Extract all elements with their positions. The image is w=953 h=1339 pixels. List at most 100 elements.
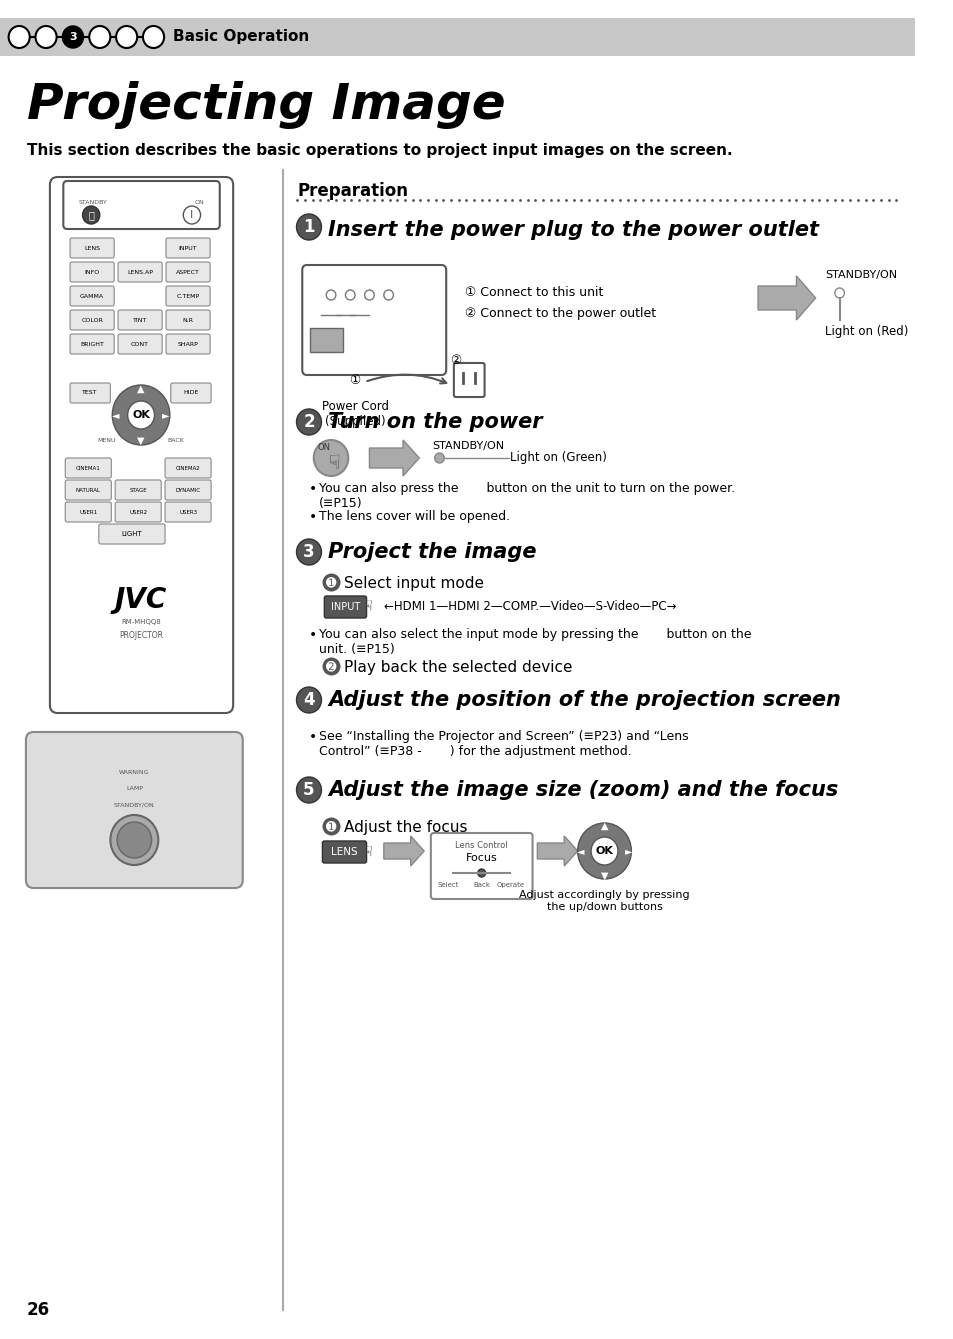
Text: ②: ② bbox=[450, 353, 461, 367]
Text: ►: ► bbox=[624, 846, 632, 856]
FancyBboxPatch shape bbox=[165, 502, 211, 522]
Text: JVC: JVC bbox=[114, 586, 167, 615]
FancyBboxPatch shape bbox=[118, 262, 162, 283]
FancyBboxPatch shape bbox=[70, 383, 111, 403]
Circle shape bbox=[83, 206, 100, 224]
Circle shape bbox=[117, 822, 152, 858]
Text: •: • bbox=[309, 628, 317, 641]
FancyBboxPatch shape bbox=[70, 238, 114, 258]
Text: ▼: ▼ bbox=[600, 870, 608, 881]
Text: I: I bbox=[190, 210, 193, 220]
Text: ①: ① bbox=[349, 374, 360, 387]
Text: This section describes the basic operations to project input images on the scree: This section describes the basic operati… bbox=[27, 142, 732, 158]
Circle shape bbox=[35, 25, 56, 48]
Polygon shape bbox=[383, 836, 424, 866]
Circle shape bbox=[591, 837, 618, 865]
Text: STANDBY/ON: STANDBY/ON bbox=[432, 441, 503, 451]
Text: Back: Back bbox=[473, 882, 490, 888]
Circle shape bbox=[183, 206, 200, 224]
Text: 1: 1 bbox=[303, 218, 314, 236]
FancyBboxPatch shape bbox=[322, 841, 366, 864]
Text: ON: ON bbox=[194, 201, 204, 205]
Circle shape bbox=[296, 540, 321, 565]
Circle shape bbox=[314, 441, 348, 475]
Text: 5: 5 bbox=[303, 781, 314, 799]
Text: CONT: CONT bbox=[131, 341, 149, 347]
Text: ON: ON bbox=[317, 443, 331, 453]
Text: Light on (Red): Light on (Red) bbox=[824, 325, 907, 337]
Text: ➊: ➊ bbox=[326, 576, 336, 589]
Text: TINT: TINT bbox=[132, 317, 147, 323]
Polygon shape bbox=[537, 836, 578, 866]
Text: LENS: LENS bbox=[84, 245, 100, 250]
FancyBboxPatch shape bbox=[166, 238, 210, 258]
Text: Power Cord
(Supplied): Power Cord (Supplied) bbox=[321, 400, 388, 428]
Text: ←HDMI 1—HDMI 2—COMP.—Video—S-Video—PC→: ←HDMI 1—HDMI 2—COMP.—Video—S-Video—PC→ bbox=[383, 600, 676, 613]
FancyBboxPatch shape bbox=[166, 262, 210, 283]
Text: GAMMA: GAMMA bbox=[80, 293, 104, 299]
FancyBboxPatch shape bbox=[302, 265, 446, 375]
Text: Basic Operation: Basic Operation bbox=[172, 29, 309, 44]
Text: Turn on the power: Turn on the power bbox=[328, 412, 542, 432]
Text: PROJECTOR: PROJECTOR bbox=[119, 631, 163, 640]
Circle shape bbox=[435, 453, 444, 463]
Circle shape bbox=[477, 869, 485, 877]
Text: Lens Control: Lens Control bbox=[455, 841, 508, 850]
Circle shape bbox=[296, 408, 321, 435]
FancyBboxPatch shape bbox=[65, 458, 112, 478]
Circle shape bbox=[111, 815, 158, 865]
Text: 3: 3 bbox=[303, 544, 314, 561]
Text: ASPECT: ASPECT bbox=[176, 269, 200, 274]
Circle shape bbox=[296, 777, 321, 803]
Text: STANDBY/ON: STANDBY/ON bbox=[824, 270, 897, 280]
Text: 2: 2 bbox=[303, 412, 314, 431]
Text: WARNING

LAMP

STANDBY/ON: WARNING LAMP STANDBY/ON bbox=[113, 770, 154, 807]
Circle shape bbox=[296, 214, 321, 240]
FancyBboxPatch shape bbox=[454, 363, 484, 396]
Text: ►: ► bbox=[162, 410, 170, 420]
Circle shape bbox=[128, 400, 154, 428]
FancyBboxPatch shape bbox=[99, 524, 165, 544]
Text: CINEMA1: CINEMA1 bbox=[76, 466, 101, 470]
FancyBboxPatch shape bbox=[324, 596, 366, 619]
Circle shape bbox=[9, 25, 30, 48]
Text: Play back the selected device: Play back the selected device bbox=[343, 660, 572, 675]
Text: INPUT: INPUT bbox=[331, 603, 359, 612]
FancyBboxPatch shape bbox=[165, 479, 211, 499]
FancyBboxPatch shape bbox=[310, 328, 342, 352]
FancyBboxPatch shape bbox=[166, 333, 210, 353]
Text: HIDE: HIDE bbox=[183, 391, 198, 395]
Circle shape bbox=[834, 288, 843, 299]
Text: Adjust the focus: Adjust the focus bbox=[343, 819, 467, 836]
Text: ▲: ▲ bbox=[600, 821, 608, 832]
Text: OK: OK bbox=[132, 410, 150, 420]
Text: CINEMA2: CINEMA2 bbox=[175, 466, 200, 470]
FancyBboxPatch shape bbox=[431, 833, 532, 898]
Text: N.R: N.R bbox=[182, 317, 193, 323]
Text: MENU: MENU bbox=[97, 438, 115, 443]
Text: DYNAMIC: DYNAMIC bbox=[175, 487, 200, 493]
Text: USER1: USER1 bbox=[79, 510, 97, 514]
Circle shape bbox=[116, 25, 137, 48]
FancyBboxPatch shape bbox=[165, 458, 211, 478]
FancyBboxPatch shape bbox=[65, 479, 112, 499]
Polygon shape bbox=[758, 276, 815, 320]
Text: Projecting Image: Projecting Image bbox=[27, 80, 505, 129]
Text: RM-MHQQ8: RM-MHQQ8 bbox=[121, 619, 161, 625]
Text: You can also select the input mode by pressing the       button on the
unit. (≡P: You can also select the input mode by pr… bbox=[318, 628, 750, 656]
Text: TEST: TEST bbox=[82, 391, 98, 395]
Text: ◄: ◄ bbox=[577, 846, 583, 856]
Text: LENS.AP: LENS.AP bbox=[127, 269, 152, 274]
Text: Select: Select bbox=[436, 882, 458, 888]
FancyBboxPatch shape bbox=[70, 333, 114, 353]
Text: •: • bbox=[309, 482, 317, 495]
Text: INPUT: INPUT bbox=[178, 245, 197, 250]
FancyBboxPatch shape bbox=[118, 333, 162, 353]
Text: See “Installing the Projector and Screen” (≡P23) and “Lens
Control” (≡P38 -     : See “Installing the Projector and Screen… bbox=[318, 730, 687, 758]
Text: ② Connect to the power outlet: ② Connect to the power outlet bbox=[465, 307, 656, 320]
FancyBboxPatch shape bbox=[115, 479, 161, 499]
Text: Adjust accordingly by pressing
the up/down buttons: Adjust accordingly by pressing the up/do… bbox=[518, 890, 689, 912]
Text: STAGE: STAGE bbox=[130, 487, 147, 493]
Text: ▼: ▼ bbox=[137, 437, 145, 446]
Text: You can also press the       button on the unit to turn on the power.
(≡P15): You can also press the button on the uni… bbox=[318, 482, 734, 510]
